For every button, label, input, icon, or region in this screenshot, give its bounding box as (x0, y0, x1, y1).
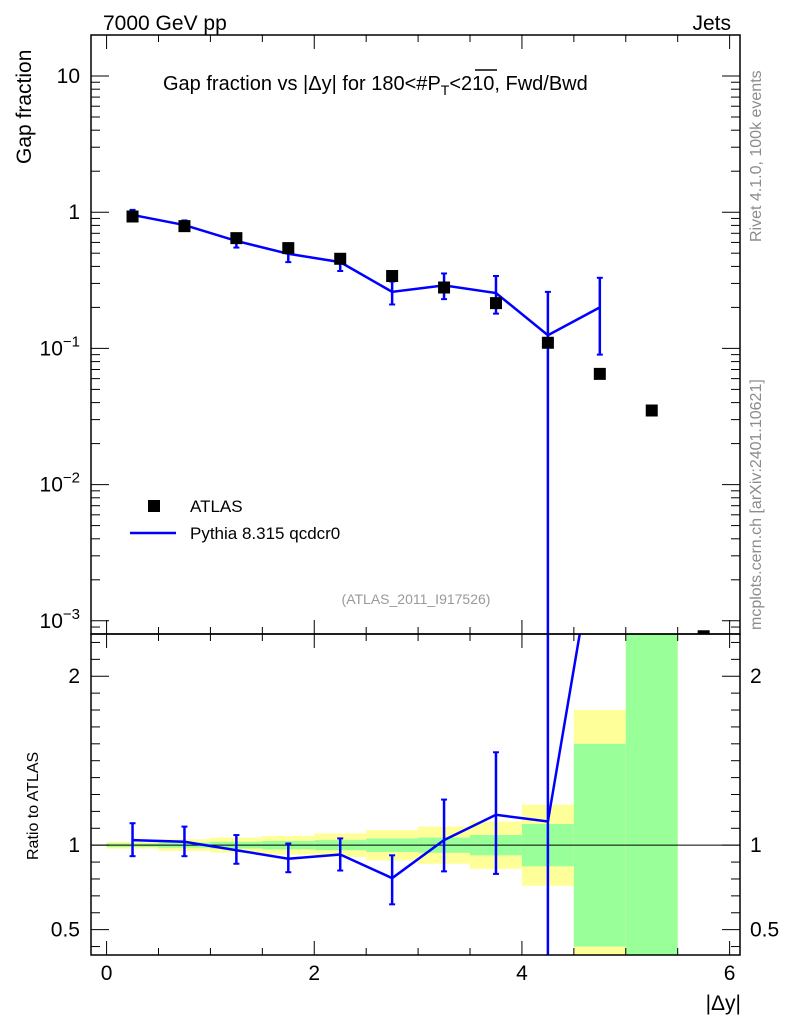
y-tick-exponent: −1 (63, 333, 80, 350)
chart-title: Gap fraction vs |Δy| for 180<#PT<210, Fw… (163, 73, 588, 98)
y-tick-label: 10−1 (40, 333, 80, 360)
analysis-id-label: (ATLAS_2011_I917526) (342, 591, 491, 607)
atlas-series-top (126, 210, 710, 634)
y-tick-mantissa: 10 (40, 474, 63, 497)
atlas-point (541, 336, 554, 349)
y-tick-exponent: −3 (63, 606, 80, 623)
y-tick-mantissa: 10 (40, 337, 63, 360)
top-panel-frame (90, 34, 741, 635)
legend: ATLAS Pythia 8.315 qcdcr0 (130, 497, 340, 543)
atlas-point (489, 297, 502, 310)
atlas-point (334, 252, 347, 265)
pythia-line (132, 213, 601, 337)
title-suffix: <210, Fwd/Bwd (449, 73, 587, 95)
legend-pythia-label: Pythia 8.315 qcdcr0 (190, 524, 340, 543)
legend-atlas-marker (148, 500, 160, 512)
ratio-band-inner-10 (625, 634, 678, 955)
atlas-point (126, 210, 139, 223)
atlas-point (230, 232, 243, 245)
atlas-point (386, 270, 399, 283)
title-pt-sub: T (441, 82, 450, 98)
y-tick-mantissa: 10 (40, 610, 63, 633)
atlas-point (645, 404, 658, 417)
title-prefix: Gap fraction vs |Δy| for 180<# (163, 73, 428, 95)
ratio-tick-label-right: 1 (750, 834, 762, 857)
atlas-point (593, 367, 606, 380)
atlas-point (697, 630, 710, 634)
atlas-point (282, 242, 295, 255)
rivet-version-label: Rivet 4.1.0, 100k events (748, 70, 765, 242)
energy-label: 7000 GeV pp (103, 12, 227, 35)
axis-ticks (91, 34, 740, 955)
atlas-point (178, 220, 191, 233)
x-tick-label: 2 (308, 962, 320, 985)
x-axis-title: |Δy| (706, 992, 741, 1015)
y-tick-label: 1 (68, 201, 80, 224)
y-tick-exponent: −2 (63, 470, 80, 487)
x-tick-label: 4 (516, 962, 528, 985)
ratio-tick-label: 1 (68, 834, 80, 857)
y-tick-mantissa: 10 (57, 65, 80, 88)
title-pt: P (427, 73, 440, 95)
ratio-tick-label-right: 2 (750, 665, 762, 688)
x-tick-label: 6 (724, 962, 736, 985)
mcplots-label: mcplots.cern.ch [arXiv:2401.10621] (748, 379, 765, 630)
legend-atlas-label: ATLAS (190, 497, 243, 516)
mc-series-top (129, 208, 603, 634)
y-tick-label: 10 (57, 65, 80, 88)
ratio-tick-label: 2 (68, 665, 80, 688)
y-tick-label: 10−3 (40, 606, 80, 633)
ratio-pythia-line (132, 634, 582, 880)
ratio-tick-label-right: 0.5 (750, 919, 779, 942)
y-tick-mantissa: 1 (68, 201, 80, 224)
mc-series-ratio (129, 634, 582, 955)
y-axis-title: Gap fraction (13, 50, 36, 164)
x-tick-label: 0 (101, 962, 113, 985)
category-label: Jets (692, 12, 731, 35)
ratio-axis-title: Ratio to ATLAS (25, 752, 42, 860)
y-tick-label: 10−2 (40, 470, 80, 497)
ratio-tick-label: 0.5 (51, 919, 80, 942)
atlas-point (438, 281, 451, 294)
